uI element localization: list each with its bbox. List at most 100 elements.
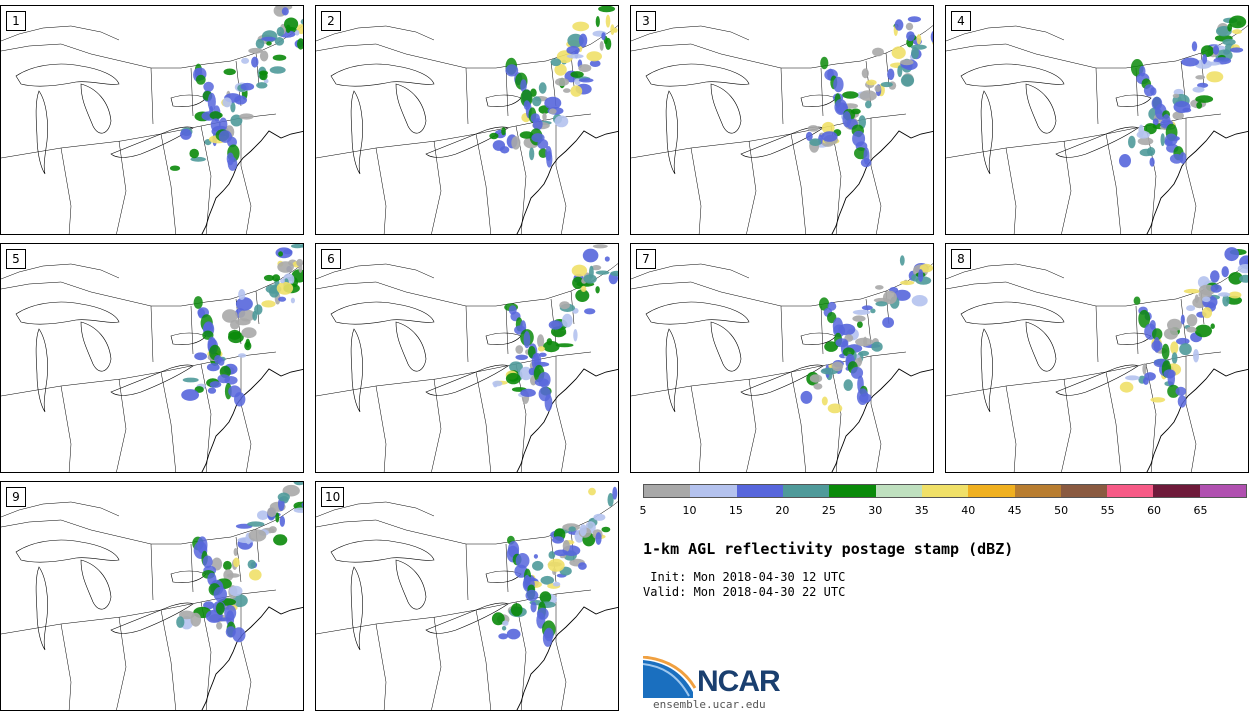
reflectivity-cell <box>563 88 571 93</box>
reflectivity-cell <box>911 47 919 59</box>
reflectivity-cell <box>255 38 265 49</box>
reflectivity-cell <box>820 56 829 70</box>
reflectivity-field <box>1119 15 1247 168</box>
reflectivity-cell <box>216 622 223 630</box>
reflectivity-cell <box>857 321 863 328</box>
member-number-label: 10 <box>321 487 345 507</box>
reflectivity-cell <box>498 633 509 640</box>
border-line <box>505 305 509 355</box>
reflectivity-field <box>1119 247 1248 408</box>
reflectivity-cell <box>502 620 509 626</box>
reflectivity-cell <box>1181 57 1200 67</box>
member-number-label: 8 <box>951 249 971 269</box>
reflectivity-cell <box>275 247 293 259</box>
reflectivity-cell <box>916 34 922 45</box>
border-line <box>746 140 757 234</box>
member-panel-1: 1 <box>0 5 304 235</box>
reflectivity-cell <box>605 37 612 50</box>
border-line <box>505 543 509 593</box>
colorbar-segment <box>875 485 922 497</box>
border-line <box>1 263 120 280</box>
reflectivity-cell <box>568 526 576 532</box>
lake-outline <box>710 321 742 372</box>
reflectivity-cell <box>1177 395 1187 408</box>
border-line <box>465 543 469 601</box>
colorbar-segment <box>782 485 830 497</box>
border-line <box>555 356 567 472</box>
border-line <box>475 609 492 710</box>
reflectivity-cell <box>269 66 286 74</box>
reflectivity-cell <box>506 628 521 640</box>
reflectivity-cell <box>247 521 265 527</box>
reflectivity-cell <box>190 612 202 627</box>
border-line <box>870 118 882 234</box>
border-line <box>1105 371 1122 472</box>
reflectivity-cell <box>532 96 542 107</box>
reflectivity-cell <box>824 341 838 352</box>
reflectivity-cell <box>548 320 563 330</box>
coastline <box>201 606 303 710</box>
border-line <box>160 371 177 472</box>
colorbar-ticks: 5 10 15 20 25 30 35 40 45 50 55 60 65 <box>640 504 1247 520</box>
reflectivity-cell <box>1160 133 1165 147</box>
colorbar-segment <box>829 485 876 497</box>
reflectivity-cell <box>1210 270 1220 283</box>
reflectivity-cell <box>492 380 503 387</box>
border-line <box>1135 305 1139 355</box>
border-line <box>1095 67 1099 125</box>
reflectivity-cell <box>489 132 499 140</box>
reflectivity-colorbar <box>643 484 1247 498</box>
reflectivity-cell <box>261 36 277 42</box>
reflectivity-cell <box>601 526 611 533</box>
lake-outline <box>425 364 509 396</box>
border-line <box>946 25 1065 42</box>
lake-outline <box>960 301 1065 325</box>
reflectivity-cell <box>259 50 269 62</box>
border-line <box>465 305 469 363</box>
reflectivity-cell <box>595 286 600 294</box>
reflectivity-cell <box>595 270 610 275</box>
reflectivity-cell <box>1137 137 1154 146</box>
reflectivity-cell <box>1173 101 1191 113</box>
colorbar-tick-label: 50 <box>1054 504 1069 517</box>
lake-outline <box>35 90 48 175</box>
reflectivity-cell <box>1186 326 1197 333</box>
reflectivity-cell <box>559 301 570 310</box>
colorbar-tick-label: 10 <box>682 504 697 517</box>
lake-outline <box>665 328 678 413</box>
border-line <box>150 543 154 601</box>
border-line <box>431 616 442 710</box>
reflectivity-cell <box>1125 375 1140 381</box>
colorbar-segment <box>1014 485 1061 497</box>
reflectivity-map <box>1 6 303 234</box>
reflectivity-cell <box>529 147 535 161</box>
reflectivity-cell <box>228 329 242 340</box>
reflectivity-cell <box>1172 111 1184 120</box>
reflectivity-cell <box>919 263 933 273</box>
reflectivity-cell <box>537 346 545 352</box>
reflectivity-map <box>631 16 933 234</box>
lake-outline <box>395 559 427 610</box>
reflectivity-cell <box>240 82 255 91</box>
reflectivity-cell <box>595 532 602 545</box>
reflectivity-cell <box>1210 323 1215 329</box>
reflectivity-cell <box>589 265 594 279</box>
reflectivity-cell <box>259 71 268 81</box>
member-number-label: 6 <box>321 249 341 269</box>
coastline <box>831 368 933 472</box>
reflectivity-cell <box>256 82 268 89</box>
reflectivity-cell <box>261 300 276 308</box>
reflectivity-cell <box>572 21 590 32</box>
reflectivity-cell <box>223 68 236 76</box>
ensemble-url: ensemble.ucar.edu <box>653 698 766 711</box>
border-line <box>200 601 212 710</box>
lake-outline <box>110 364 194 396</box>
lake-outline <box>425 126 509 158</box>
reflectivity-cell <box>226 573 240 578</box>
border-line <box>375 147 387 234</box>
lake-outline <box>665 90 678 175</box>
basemap <box>316 263 618 472</box>
member-panel-5: 5 <box>0 243 304 473</box>
reflectivity-field <box>491 486 618 647</box>
reflectivity-cell <box>532 118 543 131</box>
